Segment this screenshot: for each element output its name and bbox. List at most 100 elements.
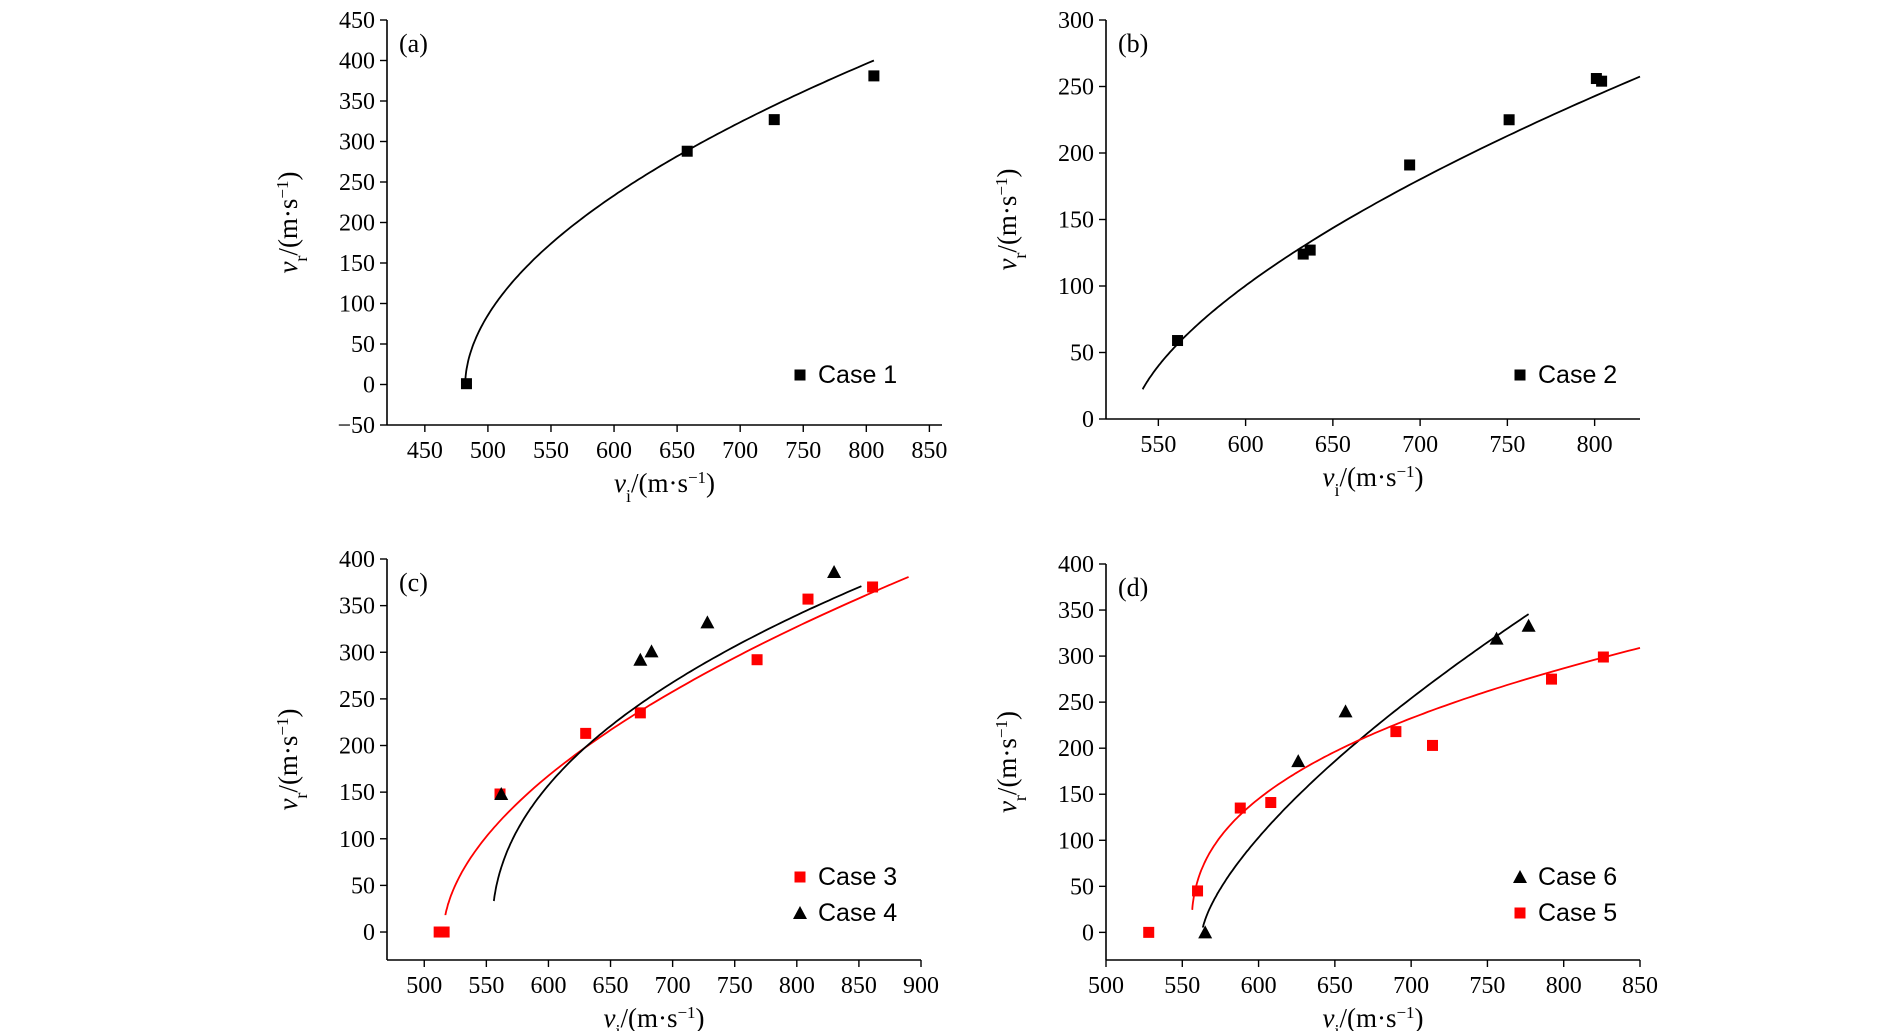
x-tick-label: 750 [1489, 432, 1525, 458]
x-tick-label: 600 [596, 438, 632, 464]
y-tick-label: 250 [1058, 690, 1094, 716]
axis-label-close: ) [706, 468, 715, 498]
y-tick-label: 350 [1058, 598, 1094, 624]
data-point-case-4 [644, 644, 659, 658]
data-point-case-3 [751, 654, 763, 666]
axis-label-unit: /(m·s [273, 736, 303, 793]
data-point-case-6 [1291, 754, 1306, 768]
axis-label-close: ) [696, 1003, 705, 1031]
x-tick-label: 600 [1228, 432, 1264, 458]
data-point-case-5 [1427, 739, 1439, 751]
data-point-case-1 [768, 114, 780, 126]
x-tick-label: 500 [406, 973, 442, 999]
axis-label-symbol: v [992, 801, 1022, 813]
y-tick-label: 100 [1058, 274, 1094, 300]
data-point-case-5 [1234, 802, 1246, 814]
axis-label-exponent: −1 [273, 717, 292, 735]
axis-label-unit: /(m·s [631, 468, 688, 498]
fit-curve-case-4 [492, 585, 862, 902]
y-tick-label: 200 [339, 211, 375, 237]
y-tick-label: 300 [339, 640, 375, 666]
data-point-case-5 [1265, 797, 1277, 809]
axis-label-exponent: −1 [1396, 462, 1414, 481]
y-tick-label: 100 [1058, 828, 1094, 854]
axis-label-subscript: r [1010, 795, 1030, 801]
axis-label-subscript: r [291, 256, 311, 262]
legend-marker [794, 369, 806, 381]
y-tick-label: 200 [1058, 141, 1094, 167]
x-tick-label: 650 [593, 973, 629, 999]
legend-marker [793, 906, 807, 919]
data-point-case-3 [438, 926, 450, 938]
axis-label-subscript: r [291, 793, 311, 799]
y-tick-label: 150 [339, 780, 375, 806]
legend-marker [1514, 907, 1526, 919]
x-axis-label: vi/(m·s−1) [614, 468, 715, 507]
axis-label-exponent: −1 [677, 1003, 695, 1022]
chart-panel-c: 500 550 600 650 700 750 800 850 900 0 50 100 150 200 2… [273, 547, 940, 1031]
data-point-case-2 [1172, 335, 1184, 347]
axis-label-symbol: v [1322, 1003, 1334, 1031]
legend-marker [1514, 369, 1526, 381]
axis-label-symbol: v [614, 468, 626, 498]
y-tick-label: 50 [1070, 874, 1094, 900]
x-tick-label: 550 [1164, 973, 1200, 999]
y-axis-label: vr/(m·s−1) [273, 171, 312, 273]
axis-label-close: ) [273, 708, 303, 717]
data-point-case-5 [1597, 651, 1609, 663]
axis-label-unit: /(m·s [992, 196, 1022, 253]
panel-label: (a) [399, 29, 428, 58]
fit-curve-case-5 [1191, 647, 1641, 911]
y-tick-label: 450 [339, 8, 375, 34]
y-tick-label: 250 [1058, 75, 1094, 101]
y-tick-label: 0 [1082, 407, 1094, 433]
axis-label-symbol: v [273, 799, 303, 811]
axis-label-subscript: i [1334, 1021, 1339, 1031]
data-point-case-1 [460, 378, 472, 390]
x-tick-label: 600 [530, 973, 566, 999]
legend-label: Case 4 [818, 899, 897, 927]
x-tick-label: 650 [1317, 973, 1353, 999]
y-axis-label: vr/(m·s−1) [992, 711, 1031, 813]
data-point-case-6 [1489, 631, 1504, 645]
x-tick-label: 600 [1241, 973, 1277, 999]
axis-label-unit: /(m·s [620, 1003, 677, 1031]
data-point-case-2 [1304, 244, 1316, 256]
y-axis-label: vr/(m·s−1) [273, 708, 312, 810]
x-tick-label: 550 [1140, 432, 1176, 458]
axis-label-symbol: v [992, 259, 1022, 271]
y-tick-label: 400 [1058, 552, 1094, 578]
x-tick-label: 800 [848, 438, 884, 464]
data-point-case-5 [1390, 726, 1402, 738]
x-axis-label: vi/(m·s−1) [1322, 1003, 1423, 1031]
x-tick-label: 700 [1402, 432, 1438, 458]
y-tick-label: 50 [351, 873, 375, 899]
x-tick-label: 550 [533, 438, 569, 464]
chart-panel-a: 450 500 550 600 650 700 750 800 850 −50 0 50 100 150 2… [273, 8, 948, 506]
data-point-case-1 [868, 70, 880, 82]
x-tick-label: 850 [841, 973, 877, 999]
y-tick-label: 50 [351, 332, 375, 358]
y-tick-label: 0 [1082, 920, 1094, 946]
y-tick-label: 50 [1070, 341, 1094, 367]
axis-label-unit: /(m·s [273, 199, 303, 256]
axis-label-exponent: −1 [992, 720, 1011, 738]
chart-panel-d: 500 550 600 650 700 750 800 850 0 50 100 150 200 250 3… [992, 552, 1659, 1031]
data-point-case-4 [700, 615, 715, 629]
axis-label-close: ) [1415, 1003, 1424, 1031]
x-tick-label: 500 [1088, 973, 1124, 999]
x-tick-label: 700 [722, 438, 758, 464]
axis-label-unit: /(m·s [992, 738, 1022, 795]
y-tick-label: 350 [339, 89, 375, 115]
data-point-case-5 [1192, 885, 1204, 897]
panel-label: (c) [399, 568, 428, 597]
y-tick-label: 150 [1058, 208, 1094, 234]
data-point-case-3 [802, 593, 814, 605]
axis-label-subscript: i [1334, 480, 1339, 500]
y-tick-label: 0 [363, 373, 375, 399]
fit-curve-case-1 [464, 59, 875, 385]
y-tick-label: −50 [337, 413, 375, 439]
axis-label-unit: /(m·s [1339, 1003, 1396, 1031]
data-point-case-5 [1143, 926, 1155, 938]
data-point-case-4 [633, 652, 648, 666]
